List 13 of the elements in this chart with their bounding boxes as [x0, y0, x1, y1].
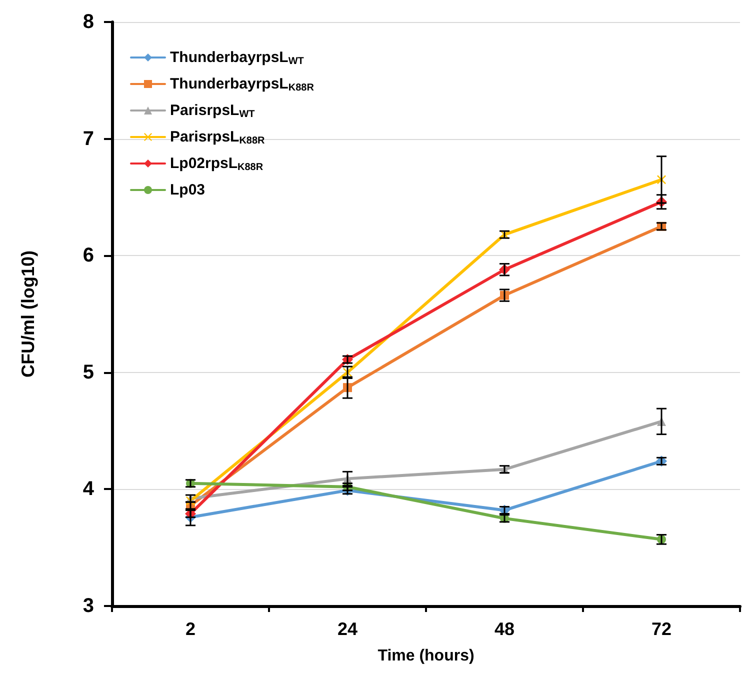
x-tick-label: 2 — [185, 619, 196, 639]
legend-label: Lp03 — [170, 182, 206, 198]
y-tick-label: 4 — [82, 478, 95, 500]
x-tick-label: 72 — [651, 619, 672, 639]
x-tick-label: 48 — [494, 619, 515, 639]
y-axis-title: CFU/ml (log10) — [18, 250, 38, 378]
y-tick-label: 3 — [82, 595, 94, 617]
y-tick-label: 8 — [82, 11, 94, 33]
x-axis-title: Time (hours) — [378, 648, 474, 664]
x-tick-label: 24 — [337, 619, 358, 639]
y-tick-label: 5 — [82, 361, 94, 384]
y-tick-label: 6 — [82, 244, 94, 267]
y-tick-label: 7 — [82, 128, 94, 150]
